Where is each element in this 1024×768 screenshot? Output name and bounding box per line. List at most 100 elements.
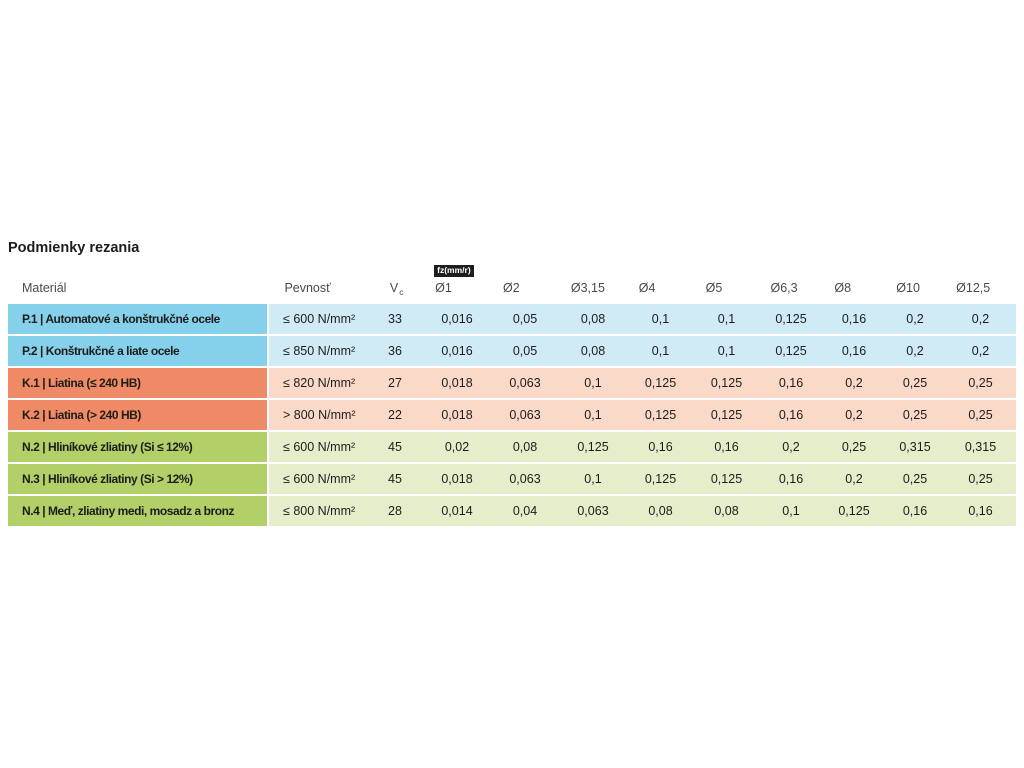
fz-cell: 0,063 <box>509 376 541 390</box>
fz-cell: 0,125 <box>775 312 807 326</box>
diameter-label: Ø1 <box>435 281 452 295</box>
fz-cell: 0,315 <box>899 440 931 454</box>
fz-cell: 0,125 <box>644 408 677 422</box>
fz-cell: 0,25 <box>968 376 993 390</box>
vc-cell: 45 <box>388 472 402 486</box>
material-cell: K.1 | Liatina (≤ 240 HB) <box>8 368 267 398</box>
fz-cell: 0,2 <box>971 312 990 326</box>
fz-cell: 0,018 <box>441 408 473 422</box>
fz-cell: 0,2 <box>906 312 924 326</box>
vc-cell: 22 <box>388 408 402 422</box>
fz-cell: 0,08 <box>714 504 739 518</box>
fz-cell: 0,25 <box>902 376 928 390</box>
column-header-material: Materiál <box>22 281 67 295</box>
fz-cell: 0,125 <box>710 472 743 486</box>
diameter-label: Ø3,15 <box>570 281 605 295</box>
material-cell: P.2 | Konštrukčné a liate ocele <box>8 336 267 366</box>
row-values: ≤ 600 N/mm² 33 0,016 0,05 0,08 0,1 0,1 0,125 0,1… <box>269 304 1016 334</box>
fz-cell: 0,1 <box>584 472 602 486</box>
diameter-label: Ø6,3 <box>770 281 798 295</box>
fz-cell: 0,063 <box>509 408 541 422</box>
diameter-label: Ø12,5 <box>956 281 991 295</box>
fz-cell: 0,05 <box>512 344 538 358</box>
column-header-diameter: Ø8 <box>823 262 885 302</box>
fz-cell: 0,16 <box>968 504 993 518</box>
row-values: ≤ 800 N/mm² 28 0,014 0,04 0,063 0,08 0,08 0,1 0,… <box>269 496 1016 526</box>
row-values: ≤ 600 N/mm² 45 0,018 0,063 0,1 0,125 0,125 0,16… <box>269 464 1016 494</box>
diameter-label: Ø4 <box>638 281 656 295</box>
strength-cell: ≤ 600 N/mm² <box>283 440 356 454</box>
fz-cell: 0,04 <box>512 504 538 518</box>
table-row: P.1 | Automatové a konštrukčné ocele ≤ 60… <box>8 304 1016 334</box>
vc-subscript: c <box>399 287 404 297</box>
vc-cell: 36 <box>388 344 402 358</box>
material-cell: N.3 | Hliníkové zliatiny (Si > 12%) <box>8 464 267 494</box>
row-values: > 800 N/mm² 22 0,018 0,063 0,1 0,125 0,125 0,16… <box>269 400 1016 430</box>
fz-cell: 0,014 <box>441 504 473 518</box>
row-values: ≤ 600 N/mm² 45 0,02 0,08 0,125 0,16 0,16 0,2 0,2… <box>269 432 1016 462</box>
diameter-label: Ø10 <box>896 281 920 295</box>
row-values: ≤ 850 N/mm² 36 0,016 0,05 0,08 0,1 0,1 0,125 0,1… <box>269 336 1016 366</box>
fz-unit-badge: fz(mm/r) <box>434 265 474 277</box>
fz-cell: 0,08 <box>512 440 538 454</box>
fz-cell: 0,1 <box>717 344 736 358</box>
row-values: ≤ 820 N/mm² 27 0,018 0,063 0,1 0,125 0,125 0,16… <box>269 368 1016 398</box>
vc-symbol: V <box>389 281 399 295</box>
vc-cell: 33 <box>388 312 402 326</box>
strength-cell: > 800 N/mm² <box>283 408 356 422</box>
fz-cell: 0,315 <box>964 440 997 454</box>
fz-cell: 0,05 <box>512 312 538 326</box>
fz-cell: 0,2 <box>971 344 990 358</box>
column-header-diameter: Ø2 <box>492 262 560 302</box>
diameter-label: Ø8 <box>834 281 852 295</box>
fz-cell: 0,125 <box>838 504 870 518</box>
fz-cell: 0,1 <box>651 312 670 326</box>
fz-cell: 0,16 <box>714 440 739 454</box>
fz-cell: 0,1 <box>651 344 670 358</box>
table-row: N.3 | Hliníkové zliatiny (Si > 12%) ≤ 600… <box>8 464 1016 494</box>
fz-cell: 0,063 <box>509 472 541 486</box>
fz-cell: 0,1 <box>717 312 736 326</box>
fz-cell: 0,16 <box>648 440 673 454</box>
fz-cell: 0,125 <box>710 408 743 422</box>
fz-cell: 0,125 <box>644 376 677 390</box>
fz-cell: 0,2 <box>906 344 924 358</box>
table-row: P.2 | Konštrukčné a liate ocele ≤ 850 N/m… <box>8 336 1016 366</box>
fz-cell: 0,125 <box>775 344 807 358</box>
column-header-diameter: Ø10 <box>885 262 945 302</box>
strength-cell: ≤ 800 N/mm² <box>283 504 356 518</box>
strength-cell: ≤ 850 N/mm² <box>283 344 356 358</box>
fz-cell: 0,1 <box>584 376 602 390</box>
column-header-diameter: Ø3,15 <box>560 262 628 302</box>
fz-cell: 0,125 <box>577 440 609 454</box>
table-row: K.2 | Liatina (> 240 HB) > 800 N/mm² 22 0,0… <box>8 400 1016 430</box>
table-row: K.1 | Liatina (≤ 240 HB) ≤ 820 N/mm² 27 0,0… <box>8 368 1016 398</box>
strength-cell: ≤ 820 N/mm² <box>283 376 356 390</box>
fz-cell: 0,125 <box>644 472 677 486</box>
column-header-diameter: Ø5 <box>695 262 760 302</box>
page-title: Podmienky rezania <box>8 240 140 256</box>
table-row: N.4 | Meď, zliatiny medi, mosadz a bronz… <box>8 496 1016 526</box>
material-cell: K.2 | Liatina (> 240 HB) <box>8 400 267 430</box>
fz-cell: 0,1 <box>584 408 602 422</box>
fz-cell: 0,16 <box>841 344 867 358</box>
column-header-diameter: Ø12,5 <box>945 262 1016 302</box>
diameter-label: Ø2 <box>503 281 520 295</box>
vc-cell: 27 <box>388 376 402 390</box>
fz-cell: 0,018 <box>441 376 473 390</box>
diameter-label: Ø5 <box>705 281 723 295</box>
vc-cell: 45 <box>388 440 402 454</box>
fz-cell: 0,25 <box>968 472 993 486</box>
column-header-strength: Pevnosť <box>284 281 331 295</box>
fz-cell: 0,25 <box>902 472 928 486</box>
fz-cell: 0,16 <box>841 312 867 326</box>
fz-cell: 0,125 <box>710 376 743 390</box>
column-header-diameter: fz(mm/r) Ø1 <box>424 262 492 302</box>
fz-cell: 0,25 <box>841 440 867 454</box>
fz-cell: 0,16 <box>778 408 804 422</box>
fz-cell: 0,08 <box>648 504 673 518</box>
fz-cell: 0,08 <box>580 344 606 358</box>
fz-cell: 0,018 <box>441 472 473 486</box>
